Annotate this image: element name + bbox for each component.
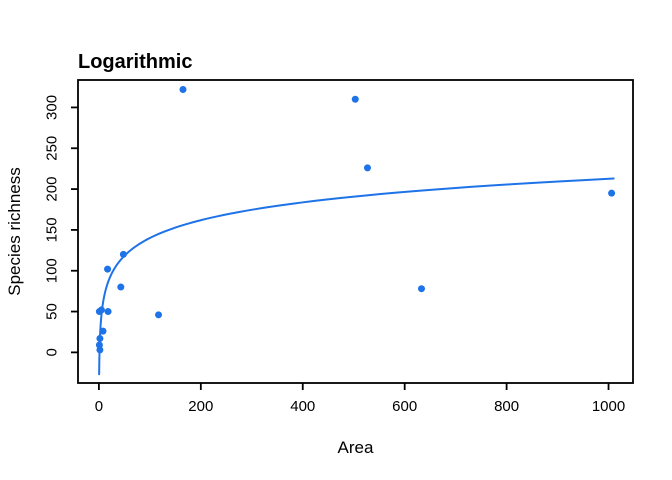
x-tick-label: 0 [95, 398, 103, 415]
data-point [363, 164, 371, 172]
x-tick-label: 1000 [592, 398, 625, 415]
x-tick-label: 800 [494, 398, 519, 415]
data-point [418, 285, 425, 293]
y-tick-label: 50 [44, 303, 61, 320]
x-tick-label: 200 [188, 398, 213, 415]
data-point [117, 283, 125, 291]
y-tick-label: 150 [44, 217, 61, 242]
y-tick-label: 100 [44, 258, 61, 283]
y-tick-label: 300 [44, 95, 61, 120]
x-axis-label: Area [338, 438, 374, 457]
data-point [96, 335, 104, 342]
chart-title: Logarithmic [78, 51, 192, 73]
data-point [99, 327, 107, 335]
data-layer [95, 85, 616, 376]
data-point [608, 189, 616, 197]
y-axis-label: Species richness [5, 167, 24, 296]
x-tick-label: 400 [290, 398, 315, 415]
data-point [119, 250, 127, 258]
data-point [96, 346, 104, 354]
fit-curve [98, 177, 615, 376]
axes-layer: 0 200 400 600 800 1000 0 50 100 150 200 250 300 [44, 79, 634, 415]
plot-border [77, 79, 634, 384]
data-point [351, 95, 359, 103]
data-point [104, 265, 112, 273]
y-tick-label: 250 [44, 136, 61, 161]
y-tick-label: 0 [44, 348, 61, 356]
x-tick-label: 600 [392, 398, 417, 415]
y-tick-label: 200 [44, 177, 61, 202]
data-point [179, 85, 187, 93]
data-point [97, 306, 105, 314]
data-point [104, 308, 112, 316]
data-point [155, 311, 163, 319]
